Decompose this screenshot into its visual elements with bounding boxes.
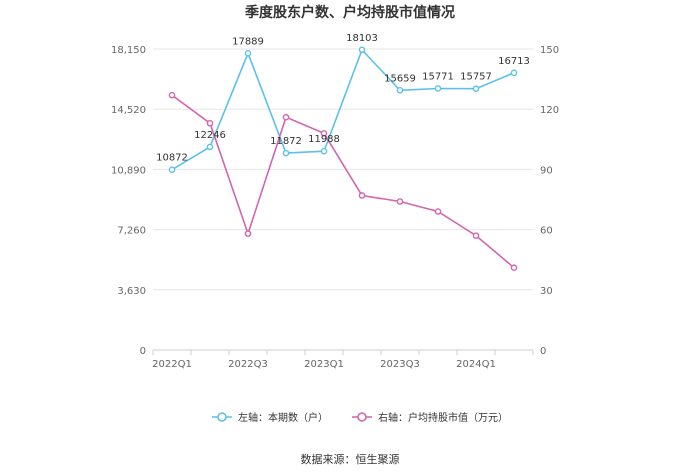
right-axis-ticks: 0 30 60 90 120 150 bbox=[540, 45, 559, 357]
x-tick-label: 2024Q1 bbox=[456, 359, 496, 370]
legend-item-1[interactable]: 左轴：本期数（户） bbox=[212, 411, 328, 424]
data-point bbox=[396, 87, 404, 94]
left-axis-ticks: 0 3,630 7,260 10,890 14,520 18,150 bbox=[111, 45, 146, 357]
series-line-1 bbox=[171, 48, 515, 171]
x-tick-label: 2023Q1 bbox=[304, 359, 344, 370]
chart-title: 季度股东户数、户均持股市值情况 bbox=[244, 4, 455, 21]
legend-label: 右轴：户均持股市值（万元） bbox=[378, 411, 508, 424]
data-label: 15771 bbox=[422, 71, 454, 82]
right-tick-label: 0 bbox=[540, 346, 546, 357]
data-label: 11872 bbox=[270, 136, 302, 147]
right-tick-label: 90 bbox=[540, 165, 553, 176]
data-point bbox=[358, 192, 366, 199]
right-tick-label: 150 bbox=[540, 45, 559, 56]
data-label: 16713 bbox=[498, 56, 530, 67]
gridlines bbox=[153, 48, 533, 351]
left-tick-label: 7,260 bbox=[117, 226, 146, 237]
data-point bbox=[244, 230, 252, 237]
data-label: 11988 bbox=[308, 134, 340, 145]
data-point bbox=[282, 149, 290, 157]
legend[interactable]: 左轴：本期数（户） 右轴：户均持股市值（万元） bbox=[212, 411, 508, 424]
x-tick-label: 2022Q3 bbox=[228, 359, 268, 370]
data-point bbox=[396, 198, 404, 205]
x-tick-label: 2023Q3 bbox=[380, 359, 420, 370]
data-point bbox=[358, 46, 366, 54]
data-point bbox=[472, 232, 480, 239]
data-label: 18103 bbox=[346, 33, 378, 44]
data-point bbox=[282, 113, 290, 121]
left-tick-label: 0 bbox=[140, 346, 146, 357]
legend-label: 左轴：本期数（户） bbox=[238, 411, 328, 424]
left-tick-label: 14,520 bbox=[111, 105, 146, 116]
left-tick-label: 10,890 bbox=[111, 165, 146, 176]
data-point bbox=[206, 143, 214, 151]
data-point bbox=[320, 147, 328, 155]
right-tick-label: 60 bbox=[540, 226, 553, 237]
left-tick-label: 18,150 bbox=[111, 45, 146, 56]
data-point bbox=[472, 85, 480, 92]
data-label: 12246 bbox=[194, 130, 226, 141]
data-point bbox=[206, 119, 214, 127]
legend-marker bbox=[217, 412, 227, 422]
x-tick-label: 2022Q1 bbox=[152, 359, 192, 370]
data-point bbox=[168, 91, 176, 99]
x-axis: 2022Q1 2022Q3 2023Q1 2023Q3 2024Q1 bbox=[152, 350, 534, 370]
right-tick-label: 120 bbox=[540, 105, 559, 116]
left-tick-label: 3,630 bbox=[117, 286, 146, 297]
series-line-2 bbox=[171, 94, 515, 269]
data-point bbox=[320, 129, 328, 137]
data-point bbox=[434, 208, 442, 215]
data-point bbox=[510, 69, 518, 77]
data-label: 15757 bbox=[460, 72, 492, 83]
legend-marker bbox=[357, 412, 367, 422]
data-label: 15659 bbox=[384, 73, 416, 84]
legend-item-2[interactable]: 右轴：户均持股市值（万元） bbox=[352, 411, 508, 424]
series-layer bbox=[168, 46, 518, 272]
data-label: 17889 bbox=[232, 36, 264, 47]
data-point bbox=[510, 264, 518, 272]
data-point bbox=[244, 50, 252, 57]
source-note: 数据来源：恒生聚源 bbox=[301, 452, 400, 466]
right-tick-label: 30 bbox=[540, 286, 553, 297]
data-point bbox=[168, 166, 176, 173]
data-labels: 10872 12246 17889 11872 11988 18103 15659 15771… bbox=[156, 33, 530, 164]
data-point bbox=[434, 85, 442, 92]
data-label: 10872 bbox=[156, 153, 188, 164]
